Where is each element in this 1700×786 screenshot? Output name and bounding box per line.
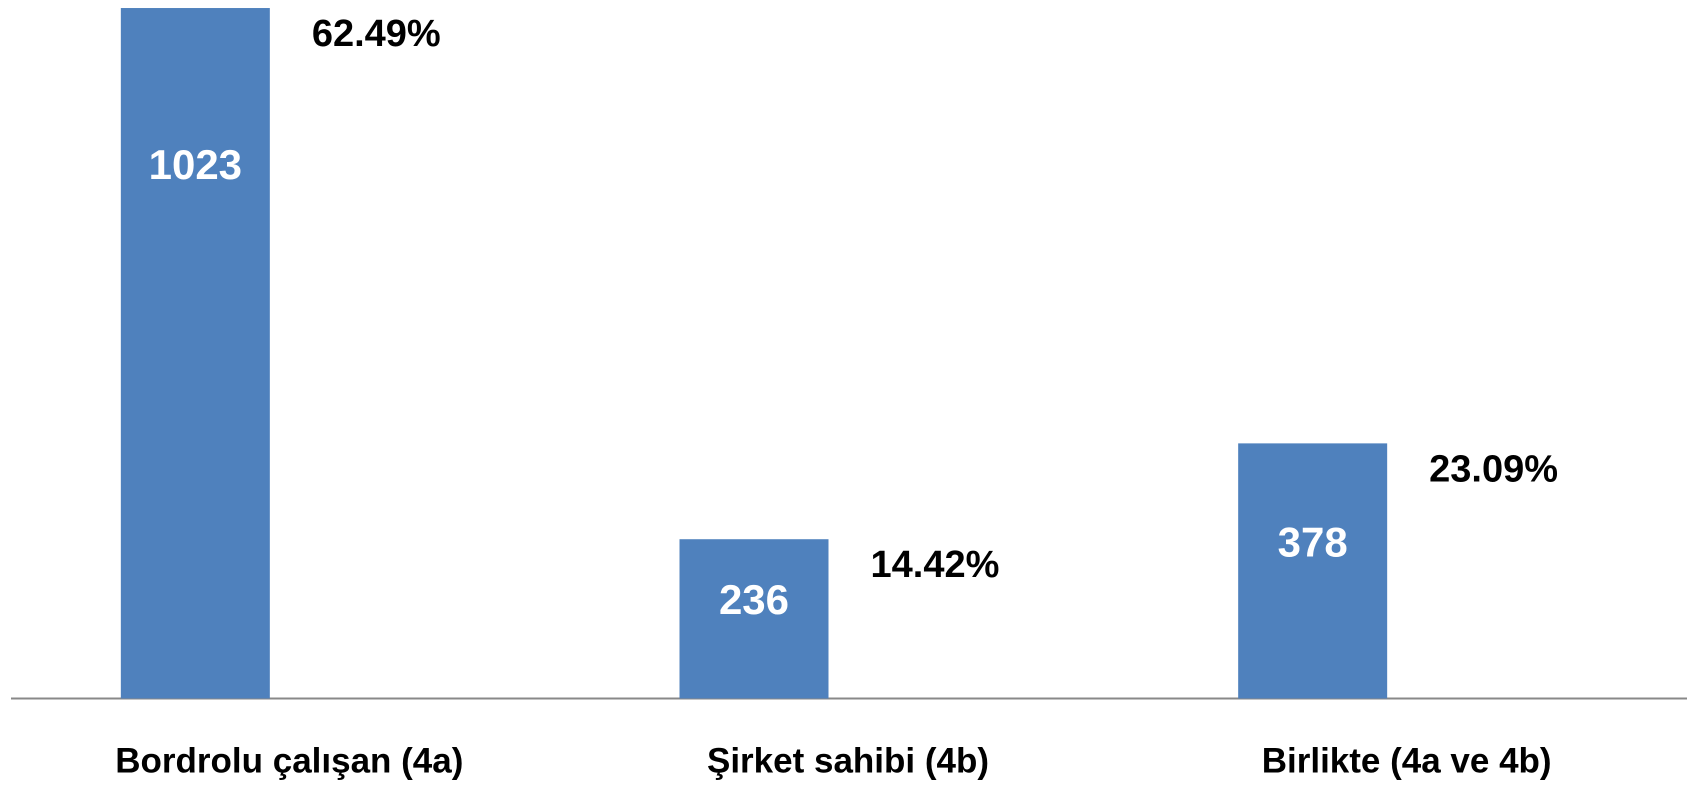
percentage-label: 62.49% <box>312 13 441 55</box>
value-label: 236 <box>719 576 789 623</box>
percentage-label: 14.42% <box>871 544 1000 586</box>
value-label: 1023 <box>149 141 242 188</box>
bar <box>120 8 270 699</box>
x-tick-label: Şirket sahibi (4b) <box>707 741 989 780</box>
x-tick-label: Birlikte (4a ve 4b) <box>1262 741 1552 780</box>
bar <box>1238 443 1388 699</box>
percentage-label: 23.09% <box>1429 448 1558 490</box>
value-label: 378 <box>1278 519 1348 566</box>
x-tick-label: Bordrolu çalışan (4a) <box>115 741 463 780</box>
bar <box>679 539 829 699</box>
